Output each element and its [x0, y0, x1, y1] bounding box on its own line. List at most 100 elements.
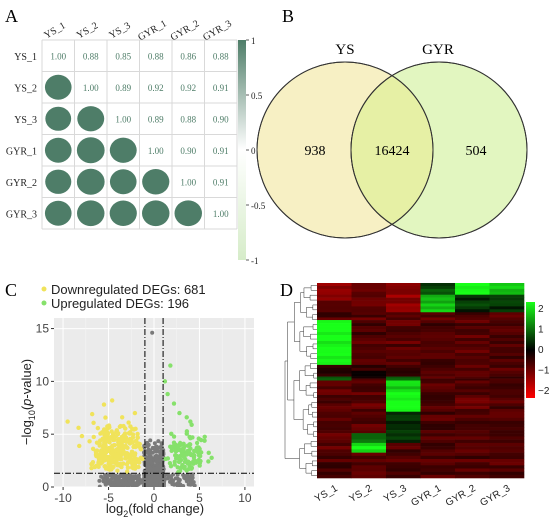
heatmap-cell — [386, 392, 421, 396]
corr-row-label: YS_1 — [14, 52, 37, 63]
heatmap-cell — [455, 455, 490, 460]
heatmap-cell — [351, 329, 387, 333]
heatmap-cell — [420, 452, 456, 457]
volcano-point-up — [187, 442, 192, 447]
heatmap-cell — [317, 446, 352, 450]
heatmap-cell — [489, 361, 525, 366]
corr-value: 0.86 — [180, 51, 196, 61]
corr-value: 1.00 — [213, 209, 229, 219]
volcano-point-ns — [158, 481, 163, 486]
heatmap-cell — [351, 326, 387, 330]
volcano-point-up — [163, 456, 168, 462]
volcano-point-down — [133, 460, 138, 465]
corr-row-label: GYR_1 — [6, 146, 37, 157]
heatmap-cell — [317, 297, 352, 301]
volcano-point-ns — [103, 481, 108, 486]
heatmap-cell — [317, 309, 352, 313]
heatmap-cell — [420, 378, 456, 381]
heatmap-cell — [317, 430, 352, 434]
volcano-point-up — [183, 458, 189, 464]
heatmap-cell — [317, 442, 352, 447]
heatmap-cell — [317, 329, 352, 333]
heatmap-cell — [386, 439, 421, 444]
volcano-point-ns — [157, 478, 162, 483]
volcano-point-ns — [186, 482, 191, 487]
heatmap-cell — [489, 303, 525, 307]
heatmap-cell — [420, 455, 456, 460]
heatmap-cell — [489, 343, 525, 348]
heatmap-cell — [317, 314, 352, 318]
heatmap-cell — [420, 337, 456, 342]
heatmap-cell — [489, 471, 525, 476]
volcano-point-ns — [158, 445, 163, 450]
heatmap-cell — [455, 309, 490, 313]
heatmap-cell — [420, 367, 456, 372]
corr-circle — [109, 169, 137, 195]
heatmap-cell — [455, 397, 490, 401]
heatmap-cell — [386, 446, 421, 450]
volcano-point-ns — [131, 476, 136, 481]
heatmap-cell — [489, 392, 525, 396]
heatmap-cell — [455, 285, 490, 290]
volcano-point-ns — [146, 464, 151, 469]
volcano-point-down — [79, 433, 85, 439]
heatmap-cell — [351, 452, 387, 457]
heatmap-cell — [420, 314, 456, 318]
volcano-point-ns — [123, 475, 128, 480]
heatmap-cell — [386, 462, 421, 466]
dendrogram-branch — [293, 380, 304, 420]
volcano-point-ns — [156, 439, 161, 444]
heatmap-cell — [386, 283, 421, 287]
volcano-point-up — [188, 419, 193, 424]
volcano-point-down — [121, 433, 126, 438]
heatmap-cell — [386, 433, 421, 437]
venn-set-label-gyr: GYR — [422, 42, 454, 58]
corr-value: 1.00 — [180, 177, 196, 187]
heatmap-cell — [455, 446, 490, 450]
volcano-point-up — [175, 465, 180, 470]
heatmap-cell — [420, 373, 456, 377]
heatmap-cells — [317, 283, 525, 479]
dendrogram-branch — [304, 443, 312, 454]
dendrogram-branch — [313, 421, 317, 428]
heatmap-cell — [317, 294, 352, 298]
heatmap-cell — [455, 370, 490, 374]
heatmap-cell — [455, 288, 490, 293]
heatmap-cell — [386, 400, 421, 404]
dendrogram-branch — [313, 431, 317, 437]
dendrogram-branch — [302, 409, 309, 430]
heatmap-cell — [351, 288, 387, 293]
heatmap-cell — [420, 417, 456, 422]
heatmap-cell — [420, 335, 456, 339]
heatmap-cell — [420, 323, 456, 327]
heatmap-cell — [386, 420, 421, 425]
volcano-point-up — [196, 453, 202, 458]
volcano-point-down — [137, 460, 142, 465]
dendrogram-branch — [284, 360, 300, 459]
corr-value: 0.92 — [180, 83, 196, 93]
heatmap-cell — [420, 471, 456, 476]
volcano-point-down — [77, 443, 82, 449]
volcano-point-down — [109, 455, 114, 460]
volcano-point-down — [99, 452, 105, 458]
heatmap-cell — [420, 283, 456, 287]
panel-label-b: B — [282, 6, 294, 26]
heatmap-cell — [489, 442, 525, 447]
heatmap-cell — [317, 433, 352, 437]
heatmap-cell — [455, 329, 490, 333]
volcano-point-down — [102, 428, 107, 434]
heatmap-cell — [317, 380, 352, 384]
heatmap-cell — [351, 320, 387, 324]
heatmap-cell — [420, 329, 456, 333]
heatmap-cell — [351, 306, 387, 310]
volcano-point-down — [125, 445, 130, 451]
volcano-point-ns — [152, 476, 157, 481]
heatmap-cell — [455, 337, 490, 342]
heatmap-cell — [317, 406, 352, 410]
heatmap-colorbar — [526, 302, 535, 398]
heatmap-cell — [351, 358, 387, 363]
dendrogram-branch — [294, 302, 301, 342]
volcano-point-down — [109, 398, 115, 403]
heatmap-cell — [317, 317, 352, 321]
heatmap-cell — [386, 364, 421, 369]
